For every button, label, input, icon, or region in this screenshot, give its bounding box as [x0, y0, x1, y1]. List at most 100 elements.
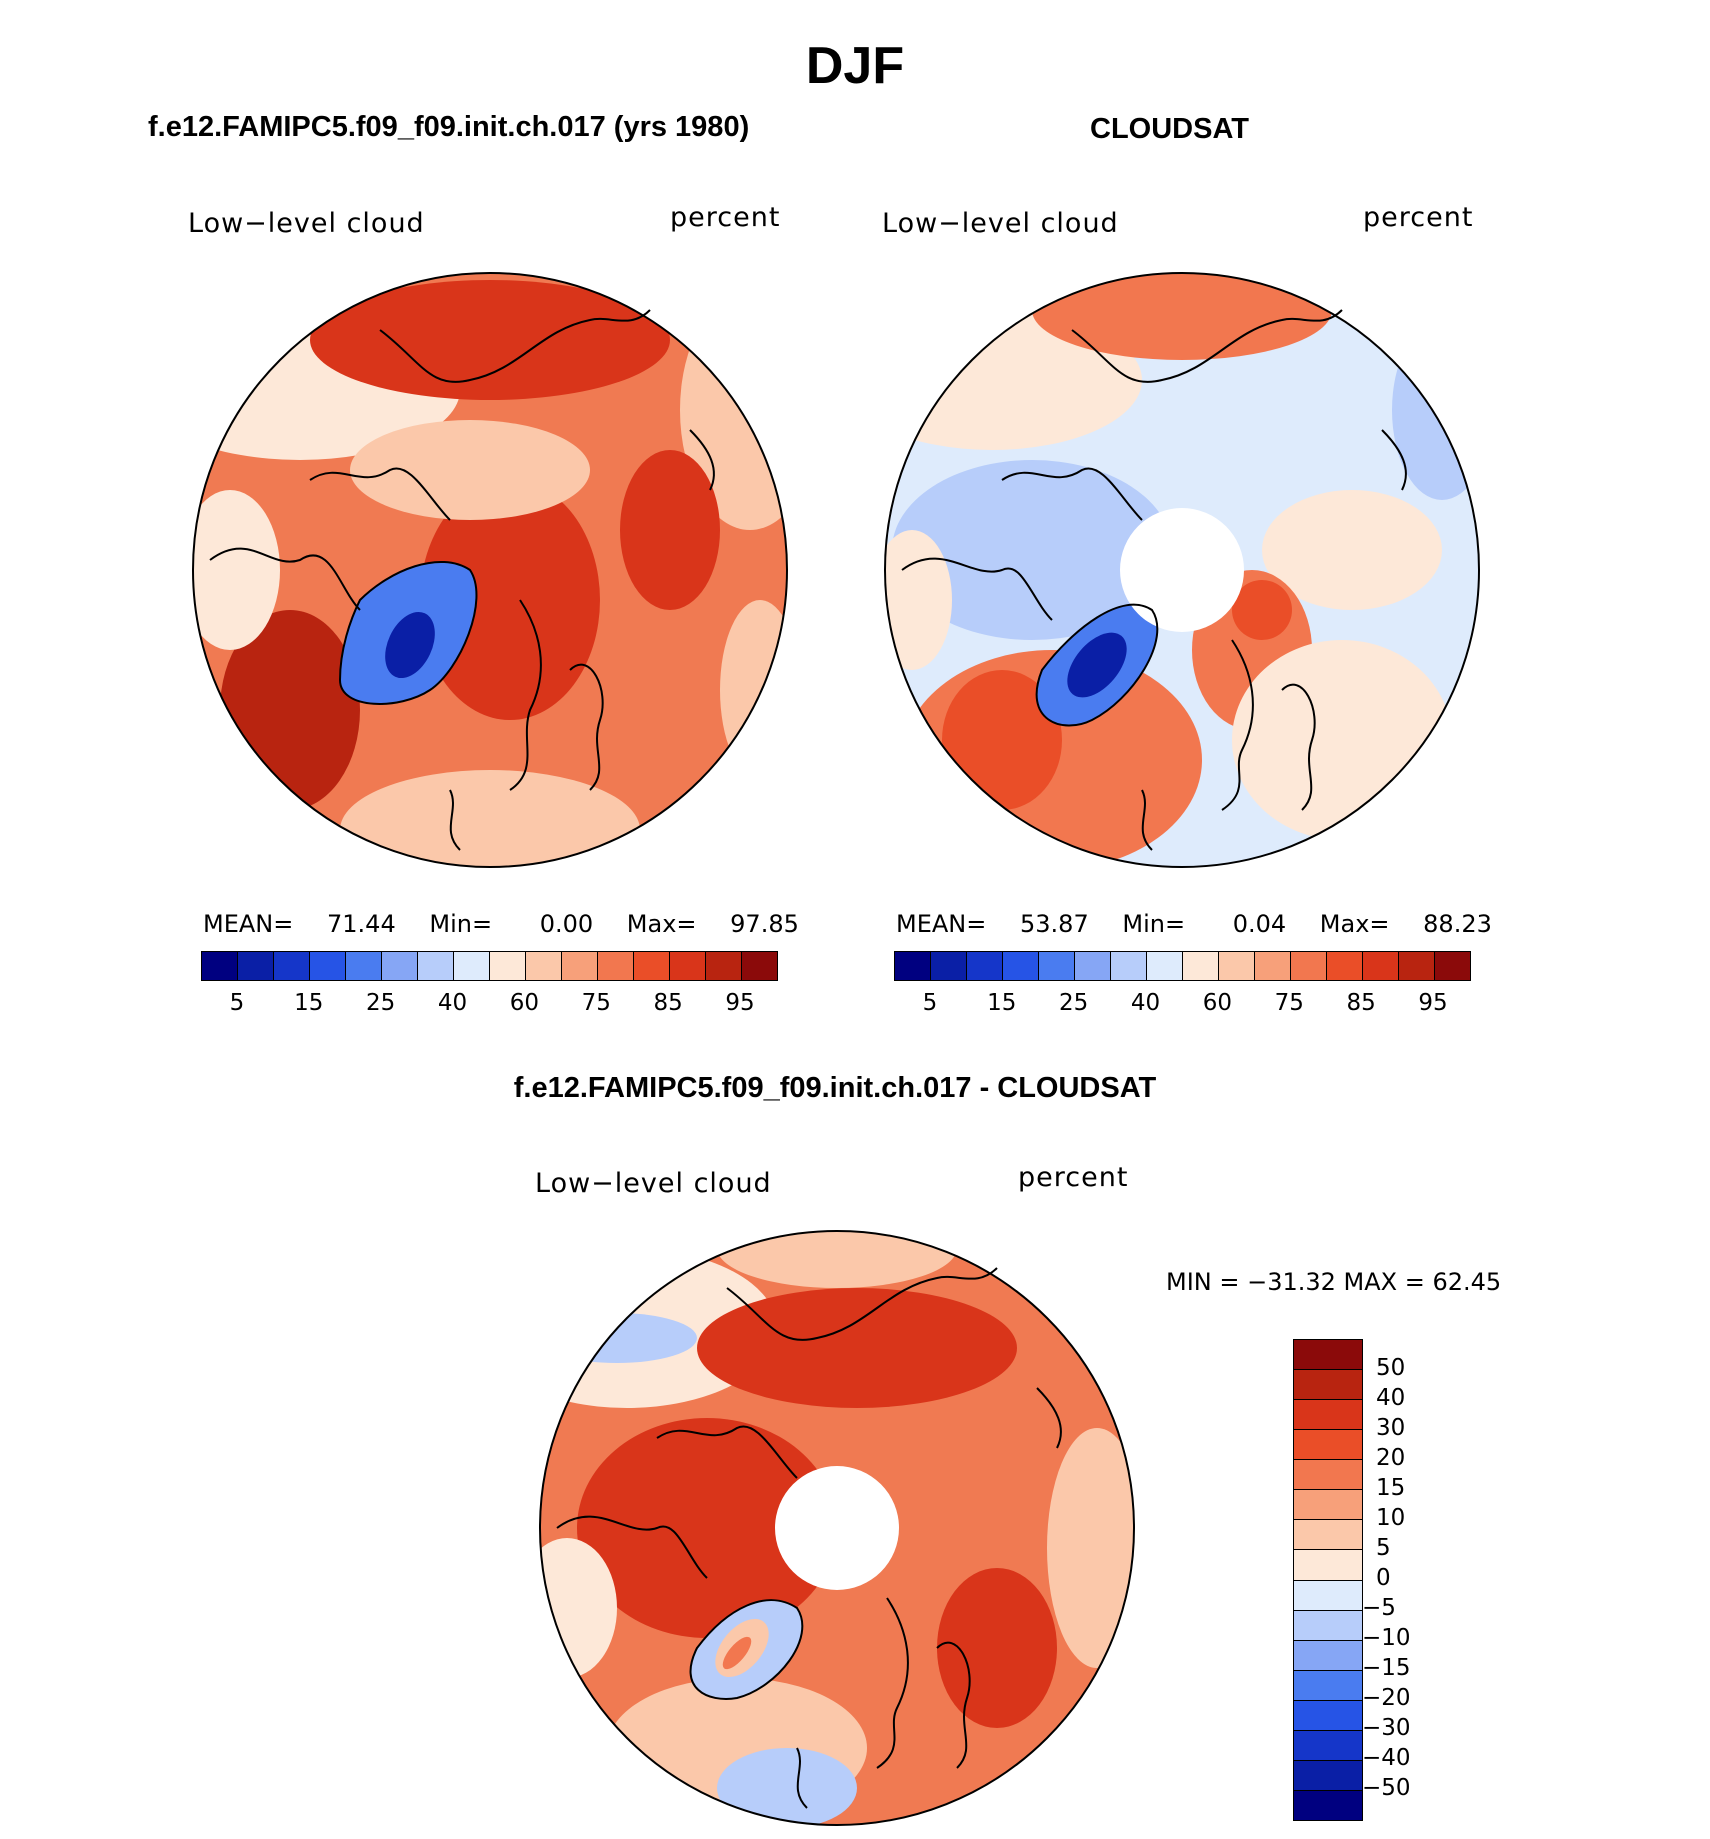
colorbar-obs-swatch [1399, 952, 1435, 980]
colorbar-model-tick-label: 75 [581, 990, 611, 1016]
colorbar-model-tick-label: 40 [437, 990, 468, 1016]
colorbar-diff-tick-label: −50 [1362, 1775, 1411, 1801]
colorbar-model-tick-label: 15 [294, 990, 324, 1016]
colorbar-diff-tick-label: −40 [1362, 1745, 1411, 1771]
colorbar-diff-swatch [1294, 1370, 1362, 1401]
polar-map-obs [884, 272, 1480, 868]
colorbar-model-swatch [562, 952, 598, 980]
panel-title-diff: f.e12.FAMIPC5.f09_f09.init.ch.017 - CLOU… [513, 1072, 1157, 1104]
colorbar-obs-swatch [1219, 952, 1255, 980]
panel-title-model: f.e12.FAMIPC5.f09_f09.init.ch.017 (yrs 1… [148, 111, 750, 143]
colorbar-model-swatch [274, 952, 310, 980]
units-label-diff: percent [1018, 1162, 1129, 1193]
colorbar-diff-tick-label: −5 [1362, 1595, 1396, 1621]
colorbar-diff-tick-label: −10 [1362, 1625, 1411, 1651]
colorbar-ticks-obs: 5 15 25 40 60 75 85 95 [894, 990, 1469, 1020]
colorbar-diff-tick-label: −30 [1362, 1715, 1411, 1741]
units-label-obs: percent [1363, 202, 1474, 233]
colorbar-diff-swatch [1294, 1700, 1362, 1731]
colorbar-diff-tick-label: 5 [1376, 1535, 1391, 1561]
colorbar-obs-swatch [895, 952, 931, 980]
colorbar-diff-tick-label: 40 [1376, 1385, 1406, 1411]
polar-map-model [192, 272, 788, 868]
colorbar-diff-tick-label: 20 [1376, 1445, 1406, 1471]
colorbar-obs-swatch [1363, 952, 1399, 980]
colorbar-obs-swatch [1327, 952, 1363, 980]
colorbar-obs-swatch [1111, 952, 1147, 980]
max-value: 97.85 [730, 910, 799, 938]
min-value: 0.00 [539, 910, 594, 938]
colorbar-model-tick-label: 5 [229, 990, 245, 1016]
colorbar-diff [1293, 1339, 1363, 1821]
colorbar-obs-tick-label: 5 [922, 990, 938, 1016]
colorbar-model-swatch [310, 952, 346, 980]
colorbar-obs-swatch [1435, 952, 1470, 980]
colorbar-diff-swatch [1294, 1760, 1362, 1791]
colorbar-model-swatch [346, 952, 382, 980]
colorbar-diff-swatch [1294, 1400, 1362, 1431]
colorbar-model-swatch [454, 952, 490, 980]
colorbar-obs-tick-label: 85 [1346, 990, 1376, 1016]
colorbar-model-swatch [526, 952, 562, 980]
colorbar-diff-swatch [1294, 1610, 1362, 1641]
colorbar-diff-tick-label: −15 [1362, 1655, 1411, 1681]
min-label: Min= [1122, 910, 1186, 938]
colorbar-diff-swatch [1294, 1490, 1362, 1521]
mean-value: 71.44 [327, 910, 396, 938]
colorbar-model-tick-label: 85 [653, 990, 683, 1016]
colorbar-diff-swatch [1294, 1340, 1362, 1371]
colorbar-diff-swatch [1294, 1520, 1362, 1551]
colorbar-diff-swatch [1294, 1730, 1362, 1761]
variable-label-model: Low−level cloud [188, 208, 425, 239]
colorbar-diff-swatch [1294, 1670, 1362, 1701]
colorbar-obs-tick-label: 60 [1202, 990, 1233, 1016]
min-value: 0.04 [1232, 910, 1287, 938]
colorbar-ticks-diff: 50 40 30 20 15 10 5 0 −5 −10 −15 −20 −30 −40 −50 [1362, 1339, 1496, 1819]
colorbar-diff-tick-label: 30 [1376, 1415, 1406, 1441]
colorbar-ticks-model: 5 15 25 40 60 75 85 95 [201, 990, 776, 1020]
colorbar-model-swatch [202, 952, 238, 980]
colorbar-obs-tick-label: 40 [1130, 990, 1161, 1016]
colorbar-model-tick-label: 95 [725, 990, 755, 1016]
colorbar-diff-swatch [1294, 1460, 1362, 1491]
variable-label-diff: Low−level cloud [535, 1168, 772, 1199]
units-label-model: percent [670, 202, 781, 233]
colorbar-diff-tick-label: 15 [1376, 1475, 1406, 1501]
colorbar-obs-swatch [1003, 952, 1039, 980]
max-label: Max= [626, 910, 697, 938]
colorbar-model-swatch [742, 952, 777, 980]
colorbar-obs [894, 951, 1471, 981]
colorbar-diff-swatch [1294, 1640, 1362, 1671]
colorbar-obs-swatch [1291, 952, 1327, 980]
colorbar-model-swatch [670, 952, 706, 980]
colorbar-diff-swatch [1294, 1790, 1362, 1820]
colorbar-model-swatch [706, 952, 742, 980]
min-label: Min= [429, 910, 493, 938]
mean-label: MEAN= [896, 910, 987, 938]
colorbar-model-tick-label: 60 [509, 990, 540, 1016]
colorbar-model-swatch [418, 952, 454, 980]
colorbar-obs-swatch [1039, 952, 1075, 980]
colorbar-obs-tick-label: 95 [1418, 990, 1448, 1016]
polar-map-diff [539, 1230, 1135, 1826]
colorbar-model-swatch [634, 952, 670, 980]
mean-value: 53.87 [1020, 910, 1089, 938]
colorbar-model-tick-label: 25 [366, 990, 396, 1016]
variable-label-obs: Low−level cloud [882, 208, 1119, 239]
colorbar-model-swatch [490, 952, 526, 980]
colorbar-model [201, 951, 778, 981]
panel-title-obs: CLOUDSAT [1090, 113, 1249, 145]
colorbar-diff-tick-label: 50 [1376, 1355, 1406, 1381]
stats-obs: MEAN= 53.87 Min= 0.04 Max= 88.23 [896, 910, 1492, 938]
colorbar-obs-tick-label: 15 [987, 990, 1017, 1016]
stats-model: MEAN= 71.44 Min= 0.00 Max= 97.85 [203, 910, 799, 938]
stats-diff: MIN = −31.32 MAX = 62.45 [1166, 1268, 1502, 1296]
max-label: Max= [1319, 910, 1390, 938]
colorbar-diff-swatch [1294, 1550, 1362, 1581]
colorbar-obs-tick-label: 75 [1274, 990, 1304, 1016]
figure-title: DJF [805, 37, 905, 95]
colorbar-obs-swatch [967, 952, 1003, 980]
colorbar-diff-swatch [1294, 1580, 1362, 1611]
colorbar-obs-tick-label: 25 [1059, 990, 1089, 1016]
colorbar-model-swatch [238, 952, 274, 980]
